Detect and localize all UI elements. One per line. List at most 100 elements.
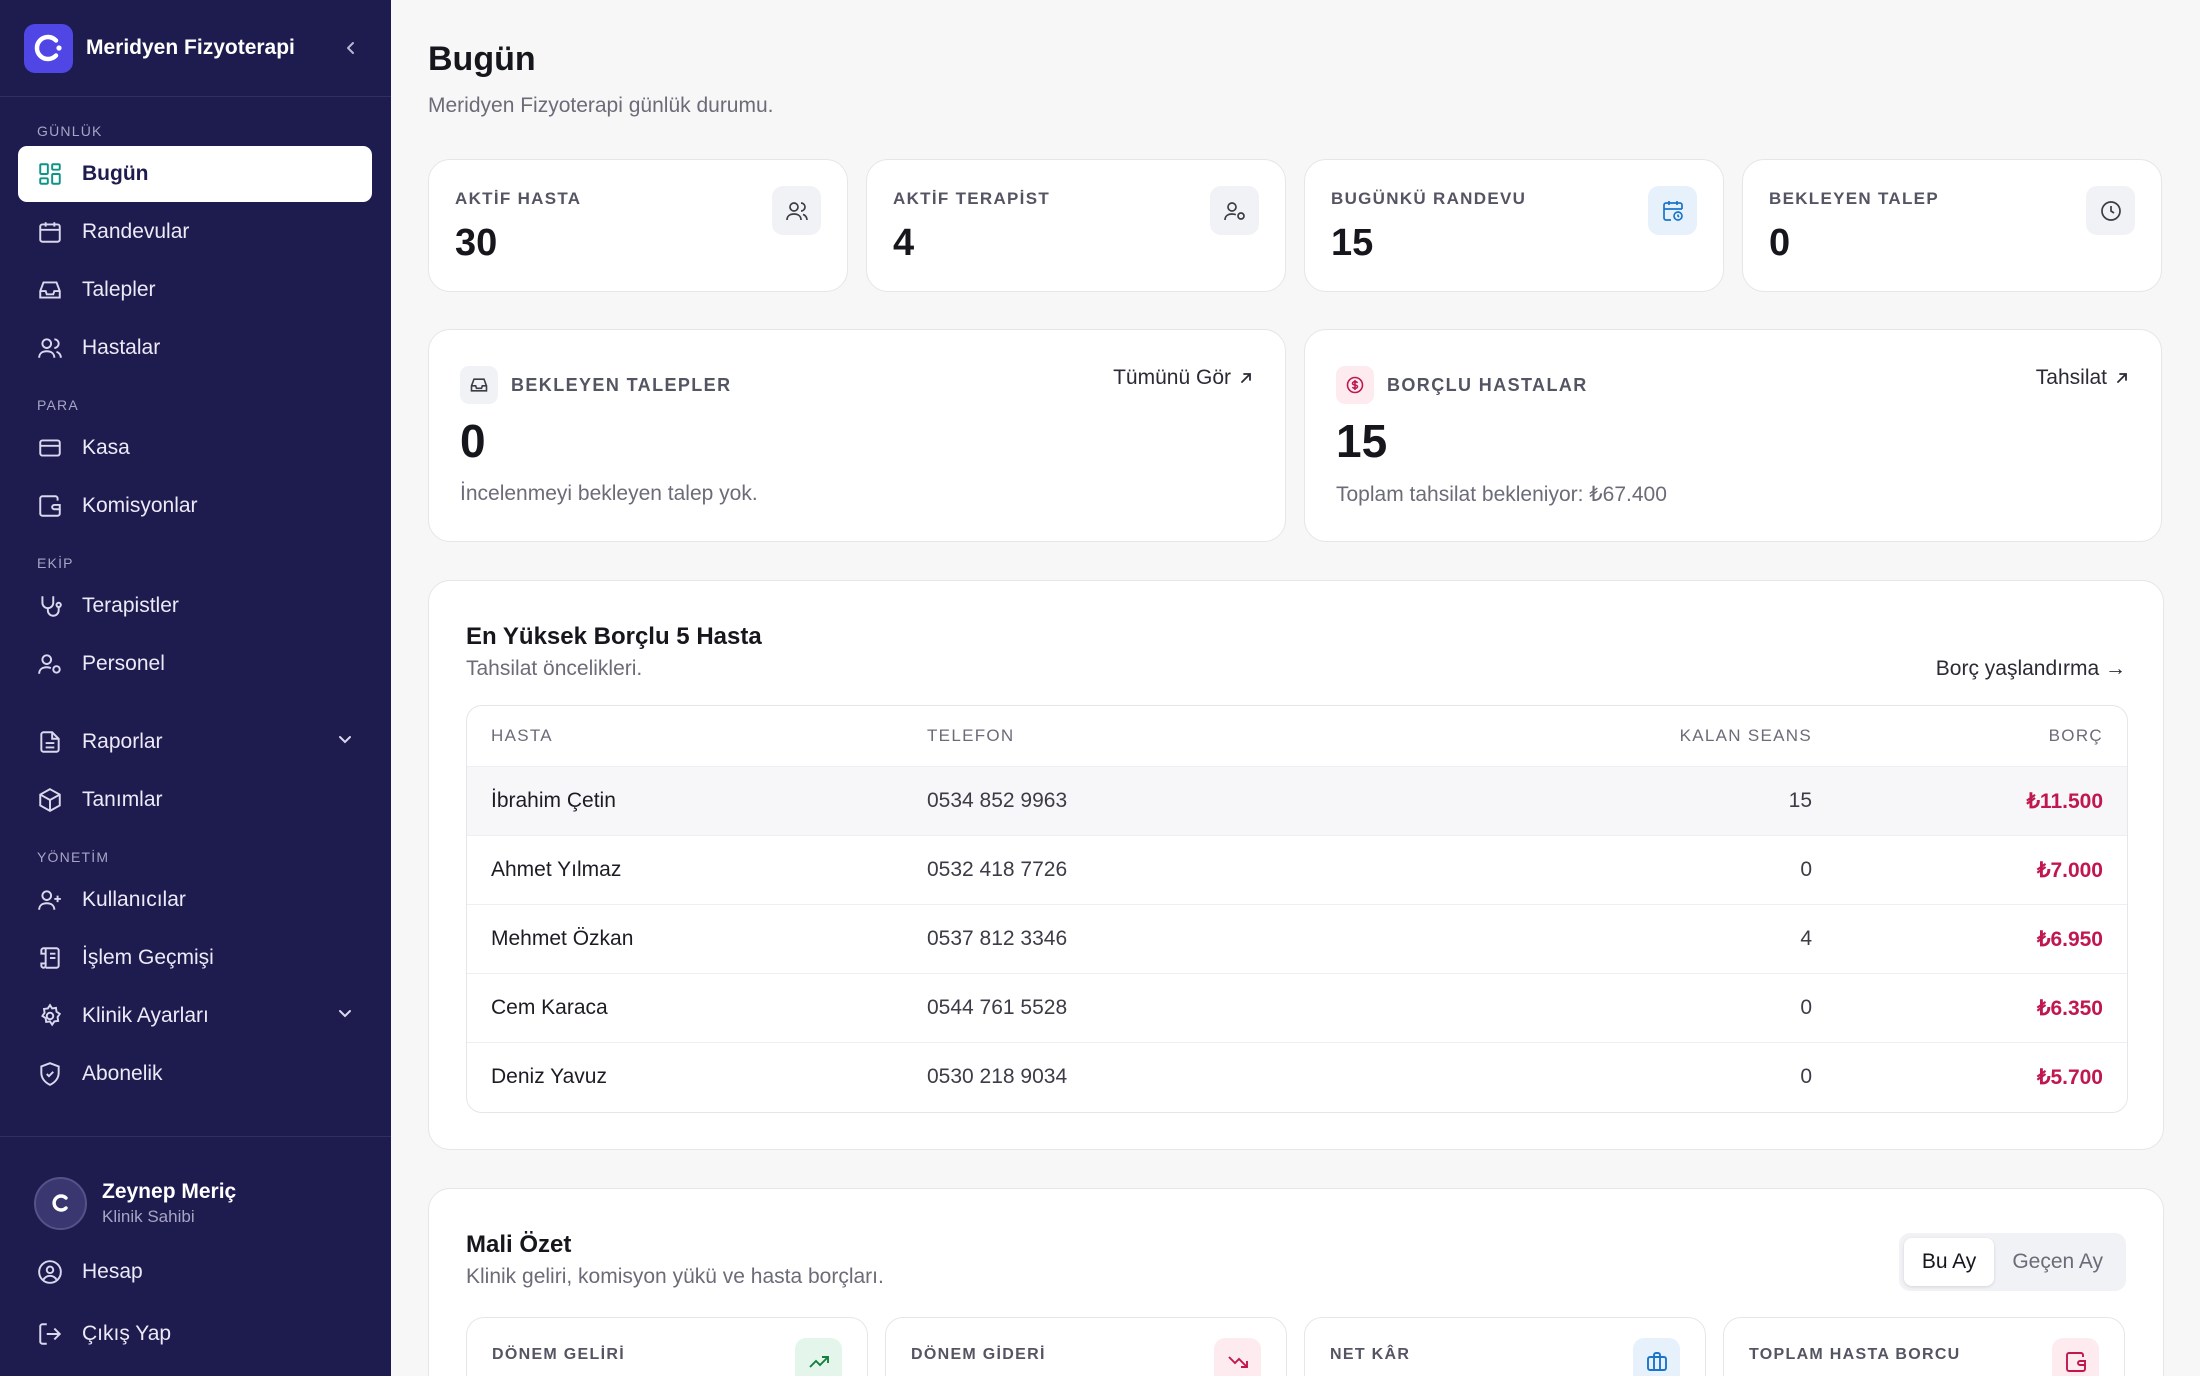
- sidebar-item-staff[interactable]: Personel: [18, 636, 372, 692]
- sidebar-item-patients[interactable]: Hastalar: [18, 320, 372, 376]
- sidebar-item-users[interactable]: Kullanıcılar: [18, 872, 372, 928]
- sidebar-item-cash[interactable]: Kasa: [18, 420, 372, 476]
- sidebar-item-today[interactable]: Bugün: [18, 146, 372, 202]
- tab-this-month[interactable]: Bu Ay: [1903, 1238, 1995, 1286]
- table-row[interactable]: Deniz Yavuz 0530 218 9034 0 ₺5.700: [467, 1042, 2127, 1111]
- patient-phone: 0532 418 7726: [927, 858, 1068, 881]
- table-row[interactable]: Mehmet Özkan 0537 812 3346 4 ₺6.950: [467, 904, 2127, 973]
- sidebar-item-reports[interactable]: Raporlar: [18, 714, 372, 770]
- arrow-up-right-icon: [1241, 373, 1251, 383]
- patient-phone: 0544 761 5528: [927, 996, 1068, 1019]
- sidebar-item-history[interactable]: İşlem Geçmişi: [18, 930, 372, 986]
- table-row[interactable]: Ahmet Yılmaz 0532 418 7726 0 ₺7.000: [467, 835, 2127, 904]
- logout-label: Çıkış Yap: [82, 1322, 172, 1345]
- column-header-debt[interactable]: BORÇ: [2048, 726, 2103, 745]
- clock-icon: [2086, 186, 2135, 235]
- sidebar-item-label: Abonelik: [82, 1062, 163, 1085]
- sidebar-item-label: Kasa: [82, 436, 130, 459]
- stat-card-todays-appointments: BUGÜNKÜ RANDEVU 15: [1304, 159, 1724, 292]
- financial-summary-card: Mali Özet Klinik geliri, komisyon yükü v…: [428, 1188, 2164, 1376]
- tab-last-month[interactable]: Geçen Ay: [2012, 1250, 2103, 1273]
- chevron-down-icon[interactable]: [336, 1004, 354, 1028]
- collection-label: Tahsilat: [2035, 366, 2107, 389]
- page-title: Bugün: [428, 40, 536, 78]
- period-income-card: DÖNEM GELİRİ: [466, 1317, 868, 1376]
- dashboard-icon: [36, 160, 64, 188]
- stat-label: BUGÜNKÜ RANDEVU: [1331, 189, 1527, 208]
- briefcase-icon: [1633, 1338, 1680, 1376]
- main-content: Bugün Meridyen Fizyoterapi günlük durumu…: [391, 0, 2200, 1376]
- sidebar-item-label: Hastalar: [82, 336, 161, 359]
- stat-card-pending-requests: BEKLEYEN TALEP 0: [1742, 159, 2162, 292]
- shield-check-icon: [36, 1060, 64, 1088]
- sidebar-item-requests[interactable]: Talepler: [18, 262, 372, 318]
- patient-name: İbrahim Çetin: [491, 789, 616, 812]
- page-subtitle: Meridyen Fizyoterapi günlük durumu.: [428, 94, 774, 117]
- account-link[interactable]: Hesap: [0, 1241, 391, 1303]
- trending-up-icon: [795, 1338, 842, 1376]
- top-debtors-card: En Yüksek Borçlu 5 Hasta Tahsilat önceli…: [428, 580, 2164, 1150]
- column-header-patient[interactable]: HASTA: [491, 726, 553, 745]
- column-header-sessions[interactable]: KALAN SEANS: [1679, 726, 1812, 745]
- package-icon: [36, 786, 64, 814]
- calendar-icon: [36, 218, 64, 246]
- user-circle-icon: [36, 1258, 64, 1286]
- section-label-team: EKİP: [37, 555, 74, 571]
- stethoscope-icon: [36, 592, 64, 620]
- users-icon: [36, 334, 64, 362]
- debt-amount: ₺5.700: [2037, 1065, 2103, 1089]
- table-row[interactable]: Cem Karaca 0544 761 5528 0 ₺6.350: [467, 973, 2127, 1042]
- sidebar-footer: Zeynep Meriç Klinik Sahibi Hesap Çıkış Y…: [0, 1136, 391, 1376]
- patient-phone: 0530 218 9034: [927, 1065, 1068, 1088]
- column-header-phone[interactable]: TELEFON: [927, 726, 1015, 745]
- stat-card-active-therapists: AKTİF TERAPİST 4: [866, 159, 1286, 292]
- chevron-down-icon[interactable]: [336, 730, 354, 754]
- sidebar-item-label: Talepler: [82, 278, 156, 301]
- card-label: DÖNEM GİDERİ: [911, 1346, 1046, 1363]
- brand-header: Meridyen Fizyoterapi: [0, 0, 391, 97]
- avatar: [34, 1176, 87, 1230]
- debt-amount: ₺6.950: [2037, 927, 2103, 951]
- sidebar-item-subscription[interactable]: Abonelik: [18, 1046, 372, 1102]
- view-all-link[interactable]: Tümünü Gör: [1113, 366, 1253, 390]
- inbox-icon: [36, 276, 64, 304]
- section-title: Mali Özet: [466, 1231, 572, 1258]
- user-profile[interactable]: Zeynep Meriç Klinik Sahibi: [0, 1137, 391, 1241]
- logout-icon: [36, 1320, 64, 1348]
- sidebar-item-therapists[interactable]: Terapistler: [18, 578, 372, 634]
- sidebar-item-appointments[interactable]: Randevular: [18, 204, 372, 260]
- pending-count: 0: [460, 415, 486, 467]
- pending-requests-card: BEKLEYEN TALEPLER Tümünü Gör 0 İncelenme…: [428, 329, 1286, 542]
- patient-name: Cem Karaca: [491, 996, 608, 1019]
- sidebar-item-label: Randevular: [82, 220, 190, 243]
- debtor-note: Toplam tahsilat bekleniyor: ₺67.400: [1336, 483, 1667, 506]
- sidebar-item-label: Kullanıcılar: [82, 888, 186, 911]
- table-row[interactable]: İbrahim Çetin 0534 852 9963 15 ₺11.500: [467, 766, 2127, 835]
- user-name: Zeynep Meriç: [102, 1179, 237, 1203]
- user-cog-icon: [1210, 186, 1259, 235]
- sidebar-item-definitions[interactable]: Tanımlar: [18, 772, 372, 828]
- patient-name: Mehmet Özkan: [491, 927, 634, 950]
- user-role: Klinik Sahibi: [102, 1206, 195, 1226]
- collection-link[interactable]: Tahsilat: [2036, 366, 2129, 390]
- remaining-sessions: 0: [1800, 1065, 1812, 1088]
- card-label: TOPLAM HASTA BORCU: [1749, 1346, 1961, 1363]
- debtor-patients-card: BORÇLU HASTALAR Tahsilat 15 Toplam tahsi…: [1304, 329, 2162, 542]
- file-text-icon: [36, 728, 64, 756]
- sidebar-item-label: İşlem Geçmişi: [82, 946, 214, 969]
- card-label: DÖNEM GELİRİ: [492, 1346, 625, 1363]
- logout-button[interactable]: Çıkış Yap: [0, 1303, 391, 1365]
- collapse-sidebar-icon[interactable]: [335, 32, 367, 64]
- stat-card-active-patients: AKTİF HASTA 30: [428, 159, 848, 292]
- card-label: BEKLEYEN TALEPLER: [511, 374, 732, 395]
- card-label: BORÇLU HASTALAR: [1387, 374, 1588, 395]
- debt-aging-link[interactable]: Borç yaşlandırma →: [1935, 657, 2126, 680]
- sidebar-item-commissions[interactable]: Komisyonlar: [18, 478, 372, 534]
- patient-phone: 0534 852 9963: [927, 789, 1068, 812]
- users-icon: [772, 186, 821, 235]
- calendar-clock-icon: [1648, 186, 1697, 235]
- sidebar-item-clinic-settings[interactable]: Klinik Ayarları: [18, 988, 372, 1044]
- brand-logo[interactable]: [24, 23, 73, 73]
- stat-value: 4: [893, 222, 915, 264]
- stat-value: 30: [455, 222, 498, 264]
